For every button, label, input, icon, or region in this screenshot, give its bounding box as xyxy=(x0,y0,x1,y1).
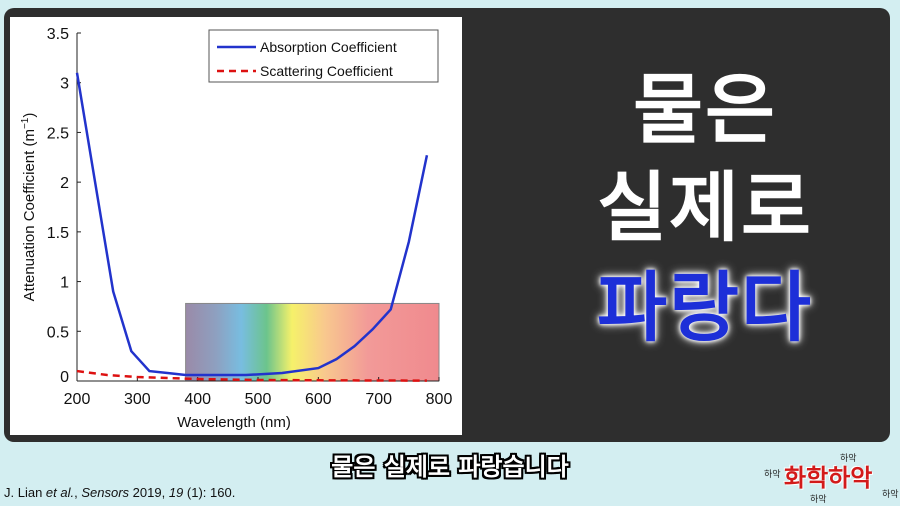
logo-small-text: 하악 xyxy=(840,454,857,464)
logo-main-text: 화학하악 xyxy=(784,464,873,492)
legend-scattering-label: Scattering Coefficient xyxy=(260,63,393,79)
series-absorption-coefficient xyxy=(75,72,429,377)
logo-small-text: 하악 xyxy=(764,470,781,480)
y-tick-label: 2 xyxy=(60,175,69,192)
logo-small-text: 하악 xyxy=(810,495,827,505)
x-tick-label: 300 xyxy=(124,391,151,408)
subtitle-caption: 물은 실제로 파랑습니다 xyxy=(331,453,569,481)
x-tick-label: 400 xyxy=(184,391,211,408)
legend-absorption-label: Absorption Coefficient xyxy=(260,39,397,55)
channel-logo: 하악 하악 하악 하악 화학하악 xyxy=(764,454,900,506)
x-axis-label: Wavelength (nm) xyxy=(177,414,291,431)
x-tick-label: 800 xyxy=(426,391,453,408)
x-tick-label: 600 xyxy=(305,391,332,408)
chart-image: 200 300 400 500 600 700 800 0 0.5 1 1.5 2 2.5 3 3.5 Ab… xyxy=(10,17,462,435)
citation: J. Lian et al., Sensors 2019, 19 (1): 16… xyxy=(4,485,236,500)
attenuation-chart: 200 300 400 500 600 700 800 0 0.5 1 1.5 2 2.5 3 3.5 Ab… xyxy=(20,26,453,431)
x-tick-label: 500 xyxy=(245,391,272,408)
headline-line-3: 파랑다 xyxy=(597,263,813,352)
y-tick-label: 3.5 xyxy=(47,26,69,43)
series-scattering-coefficient xyxy=(76,369,427,382)
legend: Absorption Coefficient Scattering Coeffi… xyxy=(208,29,439,83)
x-tick-label: 200 xyxy=(64,391,91,408)
y-tick-label: 3 xyxy=(60,76,69,93)
headline-line-2: 실제로 xyxy=(597,163,813,252)
logo-small-text: 하악 xyxy=(882,490,899,500)
y-axis-label: Attenuation Coefficient (m−1) xyxy=(20,113,38,302)
y-tick-label: 0.5 xyxy=(47,324,69,341)
headline-line-1: 물은 xyxy=(633,65,777,154)
y-tick-label: 0 xyxy=(60,369,69,386)
y-tick-label: 1.5 xyxy=(47,225,69,242)
y-tick-label: 1 xyxy=(60,275,69,292)
x-tick-label: 700 xyxy=(365,391,392,408)
y-tick-label: 2.5 xyxy=(47,125,69,142)
legend-box xyxy=(208,29,439,83)
